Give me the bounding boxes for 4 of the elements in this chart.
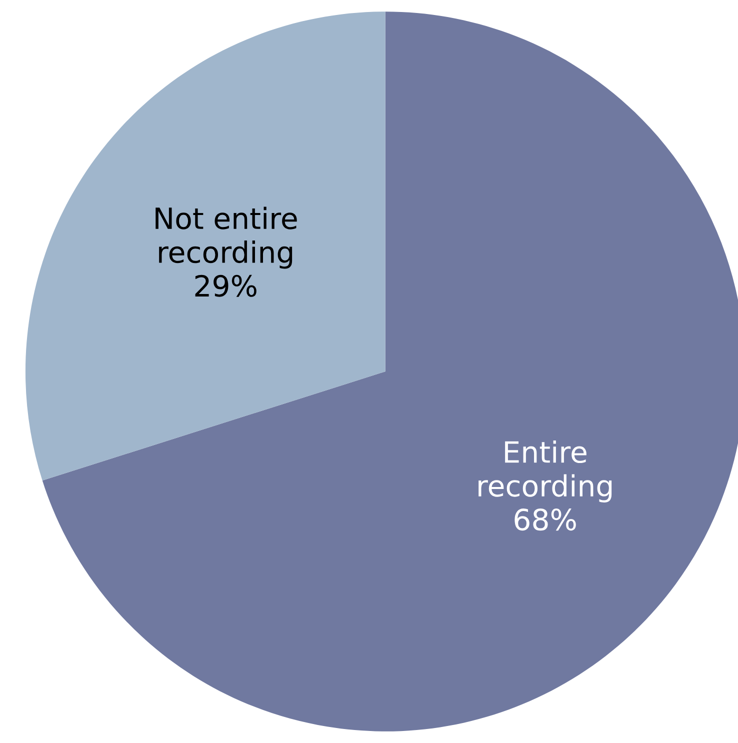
slice-label: Entire recording (478, 440, 612, 502)
data-label: 68% (514, 508, 576, 531)
slice-label: Not entire recording (156, 206, 297, 269)
data-label: 29% (195, 274, 256, 297)
